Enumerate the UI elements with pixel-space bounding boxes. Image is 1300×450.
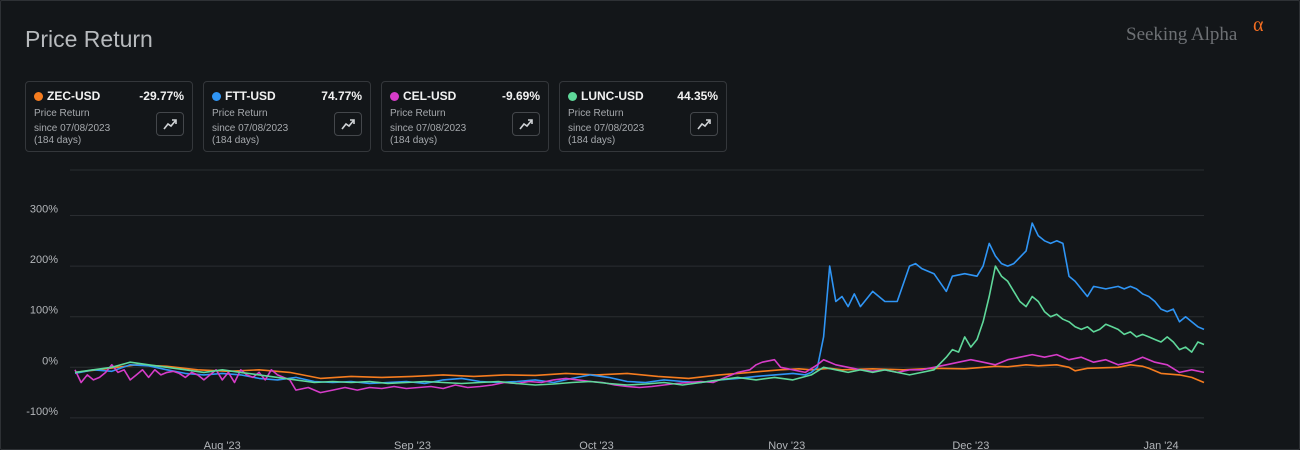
y-tick-label: 200% xyxy=(30,254,58,266)
ticker-card-cel-usd[interactable]: CEL-USD -9.69% Price Return since 07/08/202… xyxy=(381,81,549,152)
chart-trend-button[interactable] xyxy=(690,112,718,136)
metric-label: Price Return xyxy=(568,108,624,119)
day-count: (184 days) xyxy=(212,135,260,146)
chart-trend-icon xyxy=(341,119,355,130)
x-tick-label: Dec '23 xyxy=(952,440,989,450)
brand-logo: Seeking Alpha xyxy=(1126,24,1238,45)
x-tick-label: Jan '24 xyxy=(1143,440,1178,450)
since-date: since 07/08/2023 xyxy=(212,123,289,134)
price-return-value: 44.35% xyxy=(677,89,718,103)
y-tick-label: 300% xyxy=(30,204,58,216)
ticker-symbol: FTT-USD xyxy=(225,89,276,103)
x-tick-label: Oct '23 xyxy=(579,440,614,450)
series-line-ftt-usd xyxy=(74,222,1205,385)
since-date: since 07/08/2023 xyxy=(568,123,645,134)
chart-trend-button[interactable] xyxy=(156,112,184,136)
metric-label: Price Return xyxy=(34,108,90,119)
ticker-symbol: ZEC-USD xyxy=(47,89,101,103)
price-return-value: 74.77% xyxy=(321,89,362,103)
metric-label: Price Return xyxy=(390,108,446,119)
chart-trend-icon xyxy=(697,119,711,130)
series-line-cel-usd xyxy=(74,353,1205,394)
chart-trend-button[interactable] xyxy=(512,112,540,136)
brand-alpha-mark: α xyxy=(1253,14,1264,36)
price-return-value: -29.77% xyxy=(139,89,184,103)
ticker-symbol: CEL-USD xyxy=(403,89,457,103)
day-count: (184 days) xyxy=(390,135,438,146)
series-color-dot xyxy=(390,92,399,101)
price-return-value: -9.69% xyxy=(501,89,540,103)
series-line-lunc-usd xyxy=(74,265,1205,386)
ticker-card-zec-usd[interactable]: ZEC-USD -29.77% Price Return since 07/08/20… xyxy=(25,81,193,152)
line-chart: 300% 200% 100% 0% -100% Aug '23 Sep '23 Oct '23… xyxy=(26,169,1205,450)
y-tick-label: 0% xyxy=(42,355,58,367)
ticker-symbol: LUNC-USD xyxy=(581,89,644,103)
x-tick-label: Sep '23 xyxy=(394,440,431,450)
chart-trend-icon xyxy=(519,119,533,130)
x-tick-label: Nov '23 xyxy=(768,440,805,450)
day-count: (184 days) xyxy=(568,135,616,146)
day-count: (184 days) xyxy=(34,135,82,146)
since-date: since 07/08/2023 xyxy=(34,123,111,134)
since-date: since 07/08/2023 xyxy=(390,123,467,134)
series-color-dot xyxy=(568,92,577,101)
x-tick-label: Aug '23 xyxy=(204,440,241,450)
series-color-dot xyxy=(212,92,221,101)
metric-label: Price Return xyxy=(212,108,268,119)
chart-trend-button[interactable] xyxy=(334,112,362,136)
ticker-card-ftt-usd[interactable]: FTT-USD 74.77% Price Return since 07/08/202… xyxy=(203,81,371,152)
page-title: Price Return xyxy=(25,26,153,52)
y-tick-label: -100% xyxy=(26,406,58,418)
chart-trend-icon xyxy=(163,119,177,130)
y-tick-label: 100% xyxy=(30,305,58,317)
ticker-card-lunc-usd[interactable]: LUNC-USD 44.35% Price Return since 07/08/20… xyxy=(559,81,727,152)
series-color-dot xyxy=(34,92,43,101)
